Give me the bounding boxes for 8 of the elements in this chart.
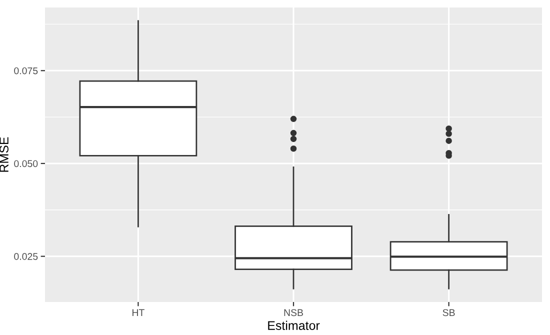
x-tick-label: SB	[442, 309, 455, 316]
y-axis-title: RMSE	[0, 137, 8, 172]
x-tick-label: NSB	[284, 309, 303, 316]
y-tick-label: 0.025	[14, 253, 38, 260]
x-axis-title: Estimator	[268, 320, 320, 330]
y-tick-label: 0.075	[14, 67, 38, 74]
y-tick-label: 0.050	[14, 160, 38, 168]
x-tick-label: HT	[132, 309, 144, 316]
